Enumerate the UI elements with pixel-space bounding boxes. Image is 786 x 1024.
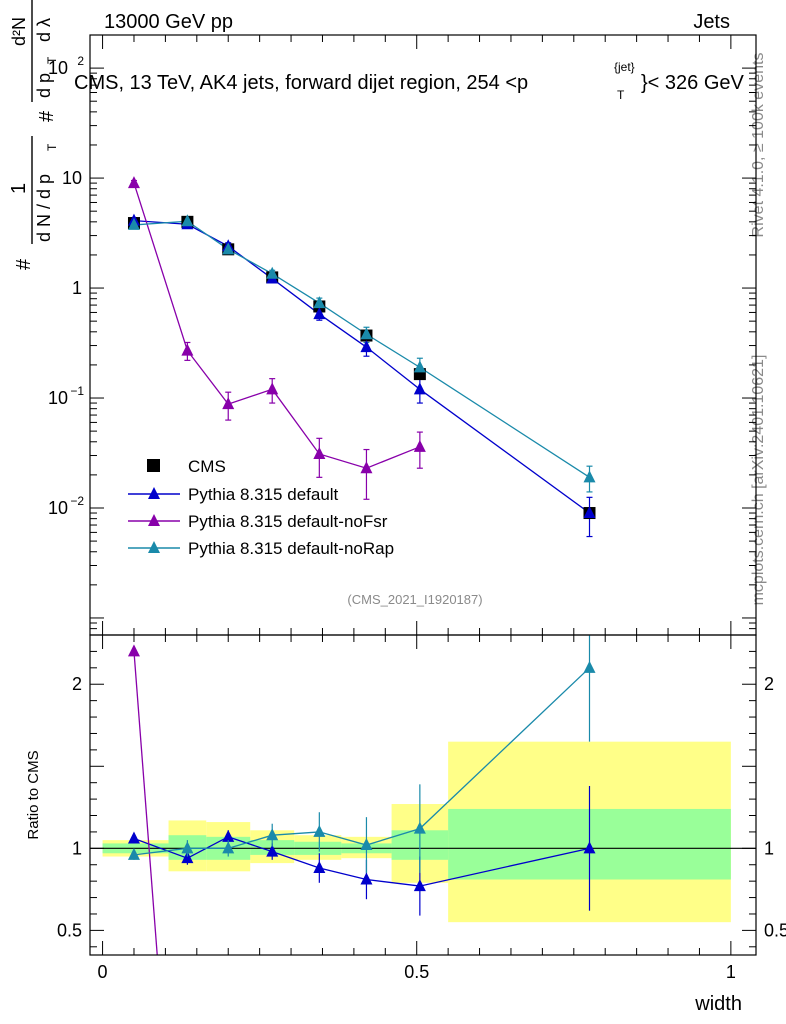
line-pythia-8-315-default bbox=[133, 220, 590, 514]
y-tick-label: 10 bbox=[48, 58, 68, 78]
data-point-pythia-8-315-default-norap bbox=[360, 327, 373, 340]
ylabel-t-subscript-1: T bbox=[45, 143, 59, 151]
line-pythia-8-315-default-norap bbox=[133, 220, 590, 478]
ratio-point-pythia-8-315-default-norap bbox=[222, 841, 235, 854]
x-tick-label: 0 bbox=[98, 962, 108, 982]
ylabel-d2n: d²N bbox=[9, 17, 29, 46]
ratio-point-pythia-8-315-default bbox=[222, 829, 235, 842]
data-point-pythia-8-315-default-nofsr bbox=[266, 382, 279, 395]
title-subscript: T bbox=[617, 88, 625, 102]
legend-label-cms: CMS bbox=[188, 457, 226, 476]
ratio-point-pythia-8-315-default bbox=[313, 861, 326, 874]
data-point-pythia-8-315-default bbox=[313, 307, 326, 320]
ylabel-dn-dpt: d N / d p bbox=[34, 174, 54, 242]
data-point-pythia-8-315-default-norap bbox=[413, 360, 426, 373]
legend-marker-nofsr bbox=[148, 514, 160, 526]
legend-marker-cms bbox=[147, 459, 160, 472]
data-point-pythia-8-315-default-nofsr bbox=[181, 343, 194, 356]
data-point-pythia-8-315-default-nofsr bbox=[360, 461, 373, 474]
ratio-point-pythia-8-315-default-norap bbox=[360, 838, 373, 851]
data-point-pythia-8-315-default-nofsr bbox=[413, 439, 426, 452]
legend-marker-norap bbox=[148, 541, 160, 553]
ylabel-one: 1 bbox=[8, 183, 30, 194]
ylabel-t-subscript-2: T bbox=[45, 56, 59, 64]
y-tick-label: 10 bbox=[62, 168, 82, 188]
data-point-pythia-8-315-default bbox=[413, 382, 426, 395]
y-tick-exponent: −2 bbox=[70, 494, 84, 508]
rivet-version-label: Rivet 4.1.0, ≥ 100k events bbox=[750, 53, 767, 238]
ratio-point-pythia-8-315-default-norap bbox=[413, 821, 426, 834]
ratio-y-tick-label-right: 2 bbox=[764, 674, 774, 694]
ratio-x-axis: 0 0.5 1 bbox=[98, 635, 736, 982]
data-point-pythia-8-315-default-norap bbox=[181, 214, 194, 227]
ratio-line-pythia-8-315-default-nofsr bbox=[133, 651, 158, 955]
mcplots-site-label: mcplots.cern.ch [arXiv:2401.10621] bbox=[750, 355, 767, 606]
ratio-y-tick-label-right: 1 bbox=[764, 838, 774, 858]
legend-label-nofsr: Pythia 8.315 default-noFsr bbox=[188, 512, 388, 531]
y-tick-label: 1 bbox=[72, 278, 82, 298]
ratio-y-axis: 0.5 0.5 1 1 2 2 bbox=[57, 650, 786, 948]
ratio-point-pythia-8-315-default-norap bbox=[583, 660, 596, 673]
ratio-point-pythia-8-315-default bbox=[360, 872, 373, 885]
ylabel-dpt: d p bbox=[34, 73, 54, 98]
ratio-point-pythia-8-315-default-norap bbox=[127, 847, 140, 860]
main-title: CMS, 13 TeV, AK4 jets, forward dijet reg… bbox=[74, 60, 745, 102]
data-point-pythia-8-315-default bbox=[583, 506, 596, 519]
energy-label: 13000 GeV pp bbox=[104, 11, 233, 33]
x-axis-title: width bbox=[694, 993, 742, 1015]
data-point-pythia-8-315-default-nofsr bbox=[313, 446, 326, 459]
ratio-point-pythia-8-315-default bbox=[583, 841, 596, 854]
data-point-pythia-8-315-default-norap bbox=[266, 266, 279, 279]
y-tick-label: 10 bbox=[48, 498, 68, 518]
ratio-point-pythia-8-315-default bbox=[266, 844, 279, 857]
y-tick-exponent: 2 bbox=[77, 54, 84, 68]
ylabel-dlambda: d λ bbox=[34, 18, 54, 42]
legend-marker-default bbox=[148, 487, 160, 499]
ratio-point-pythia-8-315-default-nofsr bbox=[127, 644, 140, 657]
ratio-point-pythia-8-315-default bbox=[127, 831, 140, 844]
ratio-line-pythia-8-315-default bbox=[133, 836, 590, 887]
ratio-series-group bbox=[127, 635, 596, 955]
data-point-pythia-8-315-default-norap bbox=[127, 217, 140, 230]
ratio-point-pythia-8-315-default-norap bbox=[266, 828, 279, 841]
y-tick-label: 10 bbox=[48, 388, 68, 408]
title-main-text: CMS, 13 TeV, AK4 jets, forward dijet reg… bbox=[74, 72, 528, 94]
ratio-point-pythia-8-315-default-norap bbox=[313, 824, 326, 837]
ratio-y-tick-label: 1 bbox=[72, 838, 82, 858]
data-point-pythia-8-315-default-norap bbox=[222, 242, 235, 255]
analysis-watermark: (CMS_2021_I1920187) bbox=[347, 592, 482, 607]
main-y-axis-title: # 1 d N / d p T # d²N d p T d λ bbox=[8, 0, 59, 270]
legend-label-default: Pythia 8.315 default bbox=[188, 485, 339, 504]
category-label: Jets bbox=[693, 11, 730, 33]
ratio-point-pythia-8-315-default bbox=[181, 851, 194, 864]
ratio-panel-frame bbox=[89, 634, 757, 956]
data-point-pythia-8-315-default bbox=[360, 340, 373, 353]
ratio-point-pythia-8-315-default bbox=[413, 879, 426, 892]
data-point-pythia-8-315-default-nofsr bbox=[222, 397, 235, 410]
title-superscript: {jet} bbox=[614, 60, 635, 74]
data-point-pythia-8-315-default-norap bbox=[313, 296, 326, 309]
ratio-y-tick-label: 2 bbox=[72, 674, 82, 694]
ratio-panel: 0.5 0.51 12 2 0 0.5 1 Ratio to CMS width bbox=[25, 634, 786, 1015]
ylabel-hash-1: # bbox=[13, 258, 35, 270]
data-point-pythia-8-315-default-norap bbox=[583, 470, 596, 483]
x-tick-label: 1 bbox=[726, 962, 736, 982]
ratio-y-axis-title: Ratio to CMS bbox=[25, 750, 42, 839]
ratio-y-tick-label-right: 0.5 bbox=[764, 920, 786, 940]
ratio-y-tick-label: 0.5 bbox=[57, 920, 82, 940]
legend: CMS Pythia 8.315 default Pythia 8.315 de… bbox=[128, 457, 394, 558]
ratio-point-pythia-8-315-default-norap bbox=[181, 841, 194, 854]
data-point-pythia-8-315-default-nofsr bbox=[127, 176, 140, 189]
ratio-line-pythia-8-315-default-norap bbox=[133, 667, 590, 856]
title-tail-text: }< 326 GeV bbox=[641, 72, 745, 94]
line-pythia-8-315-default-nofsr bbox=[133, 182, 421, 469]
y-tick-exponent: −1 bbox=[70, 384, 84, 398]
ylabel-hash-2: # bbox=[36, 110, 58, 122]
x-tick-label: 0.5 bbox=[404, 962, 429, 982]
main-x-axis bbox=[102, 35, 732, 635]
legend-label-norap: Pythia 8.315 default-noRap bbox=[188, 539, 394, 558]
